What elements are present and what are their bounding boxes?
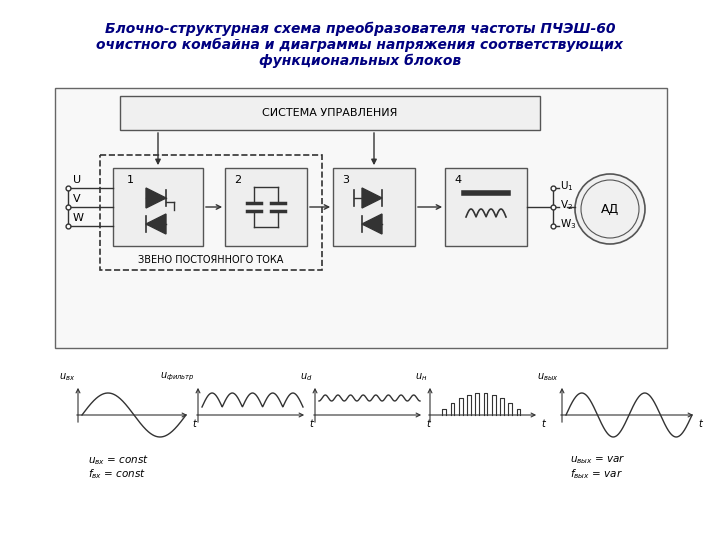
- Bar: [333, 168, 415, 246]
- Text: U$_1$: U$_1$: [560, 179, 574, 193]
- Text: $u_{фильтр}$: $u_{фильтр}$: [161, 370, 195, 383]
- Text: U: U: [73, 175, 81, 185]
- Text: t: t: [541, 419, 545, 429]
- Bar: [120, 96, 540, 130]
- Text: СИСТЕМА УПРАВЛЕНИЯ: СИСТЕМА УПРАВЛЕНИЯ: [262, 108, 397, 118]
- Text: Блочно-структурная схема преобразователя частоты ПЧЭШ-60: Блочно-структурная схема преобразователя…: [104, 22, 616, 36]
- Bar: [225, 168, 307, 246]
- Text: $u_{вых}$: $u_{вых}$: [537, 371, 559, 383]
- Polygon shape: [362, 188, 382, 208]
- Text: $f_{вых}$ = var: $f_{вых}$ = var: [570, 467, 623, 481]
- Text: t: t: [426, 419, 430, 429]
- Polygon shape: [362, 214, 382, 234]
- Text: 4: 4: [454, 175, 462, 185]
- Bar: [55, 88, 667, 348]
- Circle shape: [575, 174, 645, 244]
- Text: 3: 3: [343, 175, 349, 185]
- Text: $u_{вх}$: $u_{вх}$: [59, 371, 75, 383]
- Text: 1: 1: [127, 175, 133, 185]
- Polygon shape: [146, 214, 166, 234]
- Text: функциональных блоков: функциональных блоков: [259, 54, 461, 69]
- Text: $u_{вх}$ = const: $u_{вх}$ = const: [88, 453, 149, 467]
- Text: очистного комбайна и диаграммы напряжения соответствующих: очистного комбайна и диаграммы напряжени…: [96, 38, 624, 52]
- Text: t: t: [698, 419, 702, 429]
- Text: $u_{d}$: $u_{d}$: [300, 371, 312, 383]
- Bar: [445, 168, 527, 246]
- Text: 2: 2: [235, 175, 242, 185]
- Text: V$_2$: V$_2$: [560, 198, 573, 212]
- Text: t: t: [192, 419, 196, 429]
- Text: W$_3$: W$_3$: [560, 217, 577, 231]
- Text: $f_{вх}$ = const: $f_{вх}$ = const: [88, 467, 146, 481]
- Bar: [100, 155, 322, 270]
- Text: АД: АД: [601, 202, 619, 215]
- Bar: [113, 168, 203, 246]
- Polygon shape: [146, 188, 166, 208]
- Text: $u_{вых}$ = var: $u_{вых}$ = var: [570, 453, 626, 466]
- Text: V: V: [73, 194, 81, 204]
- Text: t: t: [309, 419, 313, 429]
- Text: ЗВЕНО ПОСТОЯННОГО ТОКА: ЗВЕНО ПОСТОЯННОГО ТОКА: [138, 255, 284, 265]
- Text: W: W: [73, 213, 84, 223]
- Text: $u_{н}$: $u_{н}$: [415, 371, 427, 383]
